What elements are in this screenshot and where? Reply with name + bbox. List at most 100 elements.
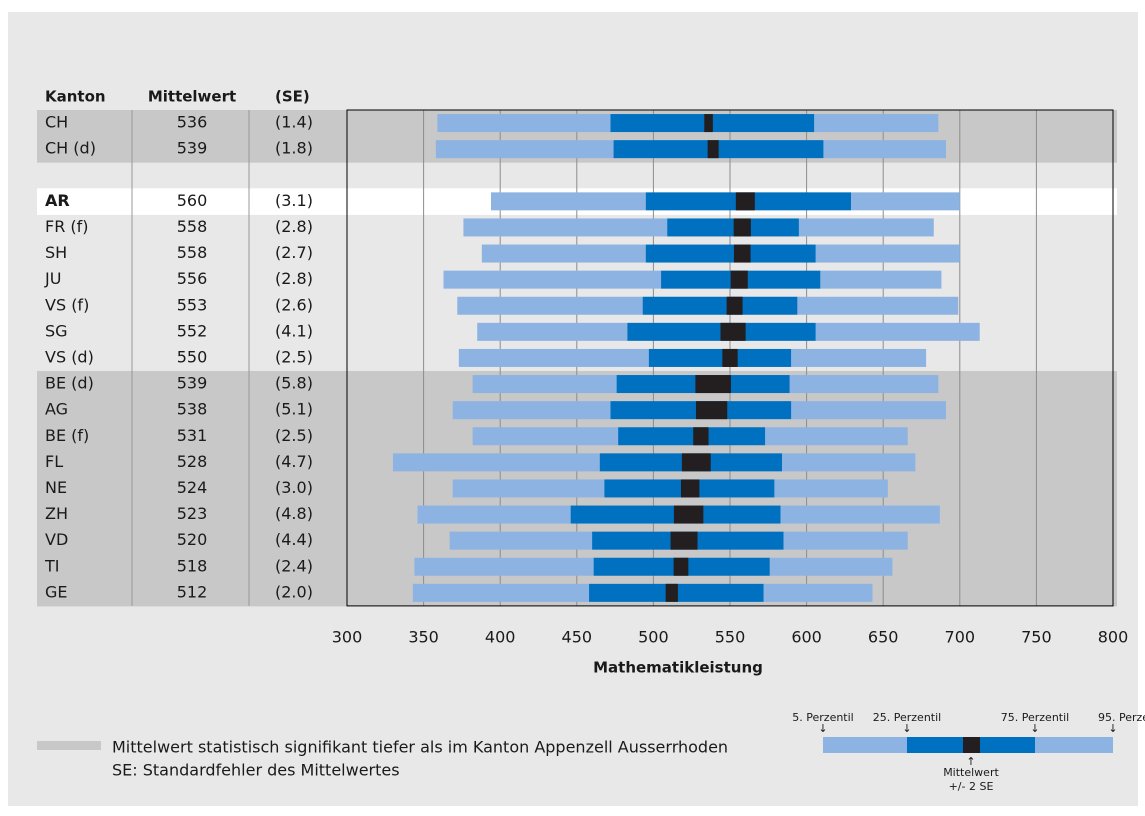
se-label: (2.7) xyxy=(275,243,313,262)
se-label: (4.1) xyxy=(275,321,313,340)
legend-label: 25. Perzentil xyxy=(873,711,941,724)
mean-box xyxy=(665,583,678,602)
outer-bar xyxy=(472,427,619,446)
inner-bar xyxy=(667,218,799,237)
outer-bar xyxy=(820,270,942,289)
outer-bar xyxy=(815,244,960,263)
category-label: NE xyxy=(45,478,67,497)
mean-box xyxy=(733,218,751,237)
x-tick-label: 600 xyxy=(791,628,822,647)
mean-label: 552 xyxy=(177,321,208,340)
mean-box xyxy=(726,296,743,315)
se-label: (4.4) xyxy=(275,530,313,549)
mean-box xyxy=(673,557,689,576)
se-label: (2.4) xyxy=(275,556,313,575)
mean-label: 528 xyxy=(177,452,208,471)
legend-label: +/- 2 SE xyxy=(949,780,994,793)
mean-box xyxy=(722,348,738,367)
note: Mittelwert statistisch signifikant tiefe… xyxy=(112,738,728,757)
se-label: (3.0) xyxy=(275,478,313,497)
x-tick-label: 700 xyxy=(945,628,976,647)
legend-arrow: ↓ xyxy=(818,722,827,735)
mean-box xyxy=(704,114,713,133)
outer-bar xyxy=(449,531,593,550)
category-label: SH xyxy=(45,243,67,262)
inner-bar xyxy=(645,244,816,263)
mean-box xyxy=(693,427,709,446)
category-label: FR (f) xyxy=(45,217,89,236)
mean-box xyxy=(681,453,711,472)
outer-bar xyxy=(435,140,614,159)
outer-bar xyxy=(458,348,649,367)
mean-box xyxy=(730,270,748,289)
legend-arrow: ↓ xyxy=(1030,722,1039,735)
category-label: TI xyxy=(44,556,60,575)
mean-box xyxy=(695,375,731,394)
column-header: (SE) xyxy=(275,88,310,106)
se-label: (1.8) xyxy=(275,139,313,158)
outer-bar xyxy=(443,270,662,289)
outer-bar xyxy=(765,427,908,446)
x-tick-label: 450 xyxy=(562,628,593,647)
outer-bar xyxy=(814,114,939,133)
x-tick-label: 800 xyxy=(1098,628,1129,647)
x-tick-label: 550 xyxy=(715,628,746,647)
x-tick-label: 300 xyxy=(332,628,363,647)
legend-swatch xyxy=(37,741,101,750)
mean-label: 531 xyxy=(177,426,208,445)
outer-bar xyxy=(481,244,646,263)
mean-box xyxy=(680,479,700,498)
se-label: (2.5) xyxy=(275,426,313,445)
x-axis-label: Mathematikleistung xyxy=(593,659,763,677)
mean-box xyxy=(720,322,746,341)
outer-bar xyxy=(797,296,959,315)
category-label: FL xyxy=(45,452,63,471)
outer-bar xyxy=(763,583,873,602)
mean-label: 539 xyxy=(177,374,208,393)
category-label: BE (d) xyxy=(45,374,94,393)
outer-bar xyxy=(823,140,947,159)
legend-label: Mittelwert xyxy=(943,766,999,779)
se-label: (1.4) xyxy=(275,113,313,132)
mean-label: 558 xyxy=(177,217,208,236)
mean-box xyxy=(707,140,719,159)
outer-bar xyxy=(851,192,960,211)
category-label: SG xyxy=(45,321,68,340)
category-label: GE xyxy=(45,582,68,601)
mean-label: 520 xyxy=(177,530,208,549)
outer-bar xyxy=(789,375,939,394)
category-label: BE (f) xyxy=(45,426,89,445)
category-label: AG xyxy=(45,400,68,419)
mean-box xyxy=(673,505,704,524)
outer-bar xyxy=(452,401,611,420)
se-label: (4.7) xyxy=(275,452,313,471)
outer-bar xyxy=(769,557,893,576)
se-label: (2.8) xyxy=(275,217,313,236)
category-label: ZH xyxy=(45,504,68,523)
column-header: Mittelwert xyxy=(148,88,236,106)
outer-bar xyxy=(452,479,605,498)
category-label: CH xyxy=(45,113,68,132)
column-header: Kanton xyxy=(45,88,106,106)
x-tick-label: 400 xyxy=(485,628,516,647)
category-label: AR xyxy=(45,191,70,210)
category-label: CH (d) xyxy=(45,139,96,158)
mean-label: 550 xyxy=(177,347,208,366)
outer-bar xyxy=(417,505,571,524)
outer-bar xyxy=(412,583,590,602)
mean-box xyxy=(670,531,698,550)
se-label: (4.8) xyxy=(275,504,313,523)
outer-bar xyxy=(414,557,594,576)
outer-bar xyxy=(780,505,940,524)
outer-bar xyxy=(798,218,934,237)
se-label: (5.8) xyxy=(275,374,313,393)
inner-bar xyxy=(618,427,766,446)
legend-arrow: ↓ xyxy=(1108,722,1117,735)
outer-bar xyxy=(815,322,980,341)
inner-bar xyxy=(642,296,798,315)
legend-arrow: ↑ xyxy=(966,755,975,768)
outer-bar xyxy=(491,192,646,211)
outer-bar xyxy=(783,531,908,550)
mean-label: 560 xyxy=(177,191,208,210)
mean-box xyxy=(733,244,751,263)
